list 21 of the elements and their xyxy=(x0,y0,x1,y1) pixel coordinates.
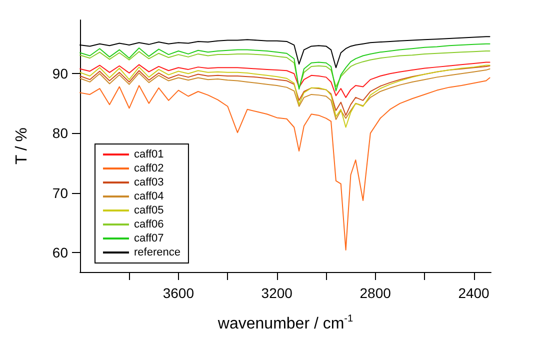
line-series xyxy=(80,62,490,98)
y-tick-label: 70 xyxy=(52,184,68,201)
y-tick-label: 90 xyxy=(52,66,68,82)
x-tick-label: 2800 xyxy=(360,285,392,301)
legend-label: caff04 xyxy=(134,190,164,202)
legend-label: caff02 xyxy=(134,162,164,174)
y-axis-title: T / % xyxy=(14,127,30,165)
legend-label: caff05 xyxy=(134,204,164,216)
y-tick-label: 80 xyxy=(52,125,68,142)
legend-label: caff07 xyxy=(134,232,164,244)
x-tick-label: 2400 xyxy=(458,285,490,301)
x-tick-label: 3200 xyxy=(261,285,293,301)
legend-label: caff03 xyxy=(134,176,164,188)
line-series xyxy=(80,50,490,88)
legend-label: caff06 xyxy=(134,218,164,230)
x-tick-label: 3600 xyxy=(162,285,194,301)
line-series xyxy=(80,64,490,128)
legend-label: reference xyxy=(134,246,180,258)
line-series xyxy=(80,43,490,92)
legend-label: caff01 xyxy=(134,148,164,160)
y-tick-label: 60 xyxy=(52,244,68,260)
